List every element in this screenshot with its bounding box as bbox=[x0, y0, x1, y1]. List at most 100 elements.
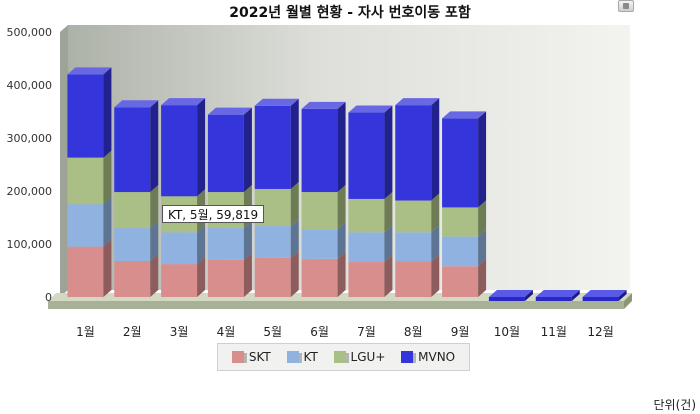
bar-top bbox=[161, 98, 206, 106]
legend-swatch bbox=[231, 351, 247, 363]
bar-kt bbox=[254, 226, 291, 258]
bar-empty-top bbox=[535, 290, 580, 297]
bar-side-mvno bbox=[290, 98, 299, 189]
x-tick-label: 8월 bbox=[404, 325, 423, 339]
bar-skt bbox=[114, 260, 151, 297]
legend: SKT KT LGU+ MVNO bbox=[217, 343, 470, 371]
bar-top bbox=[67, 67, 112, 75]
x-tick-label: 12월 bbox=[587, 325, 613, 339]
bar-top bbox=[254, 98, 299, 106]
bar-side-lgu bbox=[290, 181, 299, 227]
bar-side-mvno bbox=[103, 67, 112, 158]
bar-skt bbox=[442, 266, 479, 297]
bar-side-kt bbox=[243, 221, 252, 260]
chart-title: 2022년 월별 현황 - 자사 번호이동 포함 bbox=[229, 5, 471, 21]
bar-top bbox=[348, 105, 393, 113]
x-tick-label: 2월 bbox=[123, 325, 142, 339]
x-tick-label: 10월 bbox=[494, 325, 520, 339]
plot-floor-front bbox=[48, 301, 624, 309]
legend-label: KT bbox=[303, 350, 318, 364]
save-icon[interactable] bbox=[618, 0, 634, 12]
bar-side-skt bbox=[384, 255, 393, 297]
bar-side-lgu bbox=[478, 200, 487, 237]
y-tick-label: 500,000 bbox=[7, 26, 53, 39]
bar-skt bbox=[67, 246, 104, 297]
y-tick-label: 200,000 bbox=[7, 185, 53, 198]
bar-skt bbox=[301, 258, 338, 297]
bar-side-mvno bbox=[431, 98, 440, 201]
bar-side-lgu bbox=[384, 191, 393, 233]
legend-item[interactable]: SKT bbox=[231, 350, 271, 364]
bar-side-kt bbox=[290, 219, 299, 258]
bar-side-lgu bbox=[150, 185, 159, 229]
bar-side-skt bbox=[431, 254, 440, 297]
legend-label: MVNO bbox=[418, 350, 456, 364]
legend-label: LGU+ bbox=[350, 350, 386, 364]
bar-kt bbox=[442, 236, 479, 267]
bar-kt bbox=[348, 232, 385, 263]
legend-item[interactable]: MVNO bbox=[401, 350, 455, 364]
bar-kt bbox=[207, 228, 244, 260]
bar-side-skt bbox=[243, 252, 252, 297]
bar-side-lgu bbox=[431, 193, 440, 233]
x-tick-label: 4월 bbox=[217, 325, 236, 339]
bar-side-kt bbox=[478, 229, 487, 267]
bar-skt bbox=[161, 264, 198, 297]
plot-side-wall bbox=[60, 25, 68, 297]
x-tick-label: 9월 bbox=[451, 325, 470, 339]
bar-top bbox=[114, 100, 159, 108]
bar-empty bbox=[535, 297, 572, 301]
unit-label: 단위(건) bbox=[653, 398, 696, 412]
legend-swatch bbox=[333, 351, 349, 363]
bar-mvno bbox=[442, 118, 479, 208]
legend-swatch bbox=[286, 351, 302, 363]
bar-mvno bbox=[114, 107, 151, 193]
bar-skt bbox=[254, 257, 291, 297]
y-tick-label: 100,000 bbox=[7, 238, 53, 251]
bar-mvno bbox=[348, 112, 385, 199]
bar-top bbox=[301, 101, 346, 109]
bar-top bbox=[395, 98, 440, 106]
bar-side-kt bbox=[431, 225, 440, 262]
legend-swatch bbox=[401, 351, 417, 363]
bar-empty bbox=[582, 297, 619, 301]
bar-side-kt bbox=[337, 222, 346, 259]
bar-side-skt bbox=[197, 257, 206, 297]
bar-empty-side bbox=[571, 290, 580, 301]
bar-empty bbox=[488, 297, 525, 301]
bar-mvno bbox=[254, 105, 291, 189]
bar-empty-top bbox=[582, 290, 627, 297]
legend-item[interactable]: LGU+ bbox=[333, 350, 386, 364]
bar-mvno bbox=[301, 108, 338, 193]
bar-empty-side bbox=[524, 290, 533, 301]
x-tick-label: 3월 bbox=[170, 325, 189, 339]
bar-side-mvno bbox=[337, 101, 346, 193]
bar-skt bbox=[395, 261, 432, 297]
bar-lgu bbox=[442, 207, 479, 237]
bar-top bbox=[442, 111, 487, 119]
bar-side-skt bbox=[150, 253, 159, 297]
legend-label: SKT bbox=[248, 350, 271, 364]
plot-floor-side bbox=[624, 293, 632, 309]
bar-side-kt bbox=[150, 221, 159, 261]
bar-empty-side bbox=[618, 290, 627, 301]
bar-side-skt bbox=[337, 251, 346, 297]
bar-lgu bbox=[348, 198, 385, 233]
bar-lgu bbox=[301, 192, 338, 230]
x-tick-label: 11월 bbox=[541, 325, 567, 339]
y-tick-label: 300,000 bbox=[7, 132, 53, 145]
legend-item[interactable]: KT bbox=[286, 350, 318, 364]
bar-kt bbox=[161, 232, 198, 265]
bar-lgu bbox=[395, 200, 432, 233]
x-tick-label: 1월 bbox=[76, 325, 95, 339]
bar-side-mvno bbox=[243, 107, 252, 193]
bar-skt bbox=[348, 262, 385, 297]
bar-side-lgu bbox=[103, 150, 112, 205]
bar-mvno bbox=[395, 105, 432, 201]
bar-side-skt bbox=[290, 250, 299, 297]
bar-kt bbox=[67, 204, 104, 247]
bar-skt bbox=[207, 259, 244, 297]
x-tick-label: 7월 bbox=[357, 325, 376, 339]
bar-side-skt bbox=[478, 259, 487, 297]
bar-side-mvno bbox=[197, 98, 206, 197]
